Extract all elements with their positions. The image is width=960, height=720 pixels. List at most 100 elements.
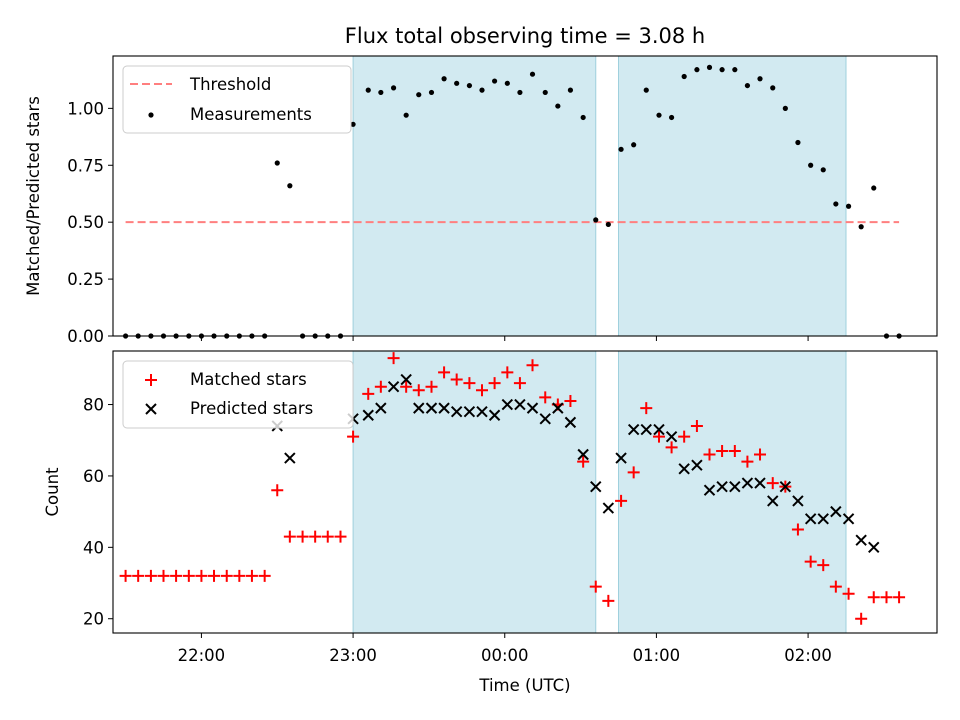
matched-star-point	[157, 569, 170, 582]
predicted-star-point	[514, 398, 526, 411]
measurement-point	[454, 80, 460, 86]
matched-star-point	[334, 530, 347, 543]
bottom-x-tick-label: 00:00	[481, 646, 529, 665]
matched-star-point	[665, 441, 678, 454]
measurement-point	[605, 221, 611, 228]
top-y-axis-label: Matched/Predicted stars	[24, 96, 43, 296]
measurement-point	[744, 82, 751, 89]
bottom-y-tick-label: 60	[83, 467, 104, 486]
bottom-x-tick-label: 22:00	[178, 646, 226, 665]
predicted-star-point	[387, 380, 400, 393]
matched-star-point	[425, 380, 438, 393]
measurement-point	[504, 80, 510, 86]
top-legend-box	[122, 65, 352, 134]
predicted-star-point	[450, 405, 463, 418]
matched-star-point	[791, 523, 804, 536]
matched-star-point	[450, 373, 463, 386]
measurement-point	[795, 139, 801, 146]
matched-star-point	[728, 444, 741, 457]
bottom-x-tick-label: 02:00	[784, 646, 832, 665]
predicted-star-point	[501, 398, 514, 411]
predicted-star-point	[855, 534, 867, 546]
matched-star-point	[245, 569, 258, 582]
bottom-legend: Matched stars Predicted stars	[122, 360, 354, 429]
predicted-star-point	[868, 541, 880, 554]
predicted-stars-points	[271, 373, 880, 554]
matched-star-point	[589, 580, 602, 593]
measurement-point	[491, 78, 498, 84]
matched-star-point	[766, 477, 779, 490]
matched-star-point	[640, 402, 653, 415]
matched-star-point	[716, 444, 729, 457]
bottom-y-axis-label: Count	[43, 467, 62, 517]
measurement-point	[668, 114, 675, 121]
matched-star-point	[754, 448, 767, 461]
figure-title: Flux total observing time = 3.08 h	[345, 24, 705, 48]
measurement-point	[274, 160, 280, 166]
measurement-point	[567, 87, 574, 93]
measurement-point	[350, 121, 356, 127]
matched-stars-points	[119, 352, 906, 625]
legend-matched-swatch	[145, 374, 157, 386]
matched-star-point	[829, 580, 842, 593]
measurement-point	[719, 67, 725, 73]
measurement-point	[378, 89, 384, 96]
predicted-star-point	[438, 402, 450, 414]
matched-star-point	[842, 587, 855, 600]
predicted-star-point	[400, 373, 412, 386]
matched-star-point	[208, 569, 221, 582]
predicted-star-point	[754, 477, 766, 489]
matched-star-point	[347, 430, 360, 443]
measurement-point	[618, 146, 624, 152]
measurement-point	[681, 73, 687, 80]
top-plot-panel: 0.00 0.25 0.50 0.75 1.00 Matched/Predicted s…	[24, 55, 938, 346]
measurement-point	[555, 103, 561, 109]
measurement-point	[416, 92, 422, 98]
predicted-star-point	[627, 423, 640, 436]
measurement-point	[820, 167, 826, 173]
bottom-y-tick-label: 80	[83, 396, 104, 415]
predicted-star-point	[526, 402, 539, 414]
predicted-star-point	[767, 495, 779, 507]
measurement-point	[517, 89, 523, 96]
top-legend: Threshold Measurements	[122, 65, 352, 134]
matched-star-point	[321, 530, 334, 543]
x-axis-label: Time (UTC)	[478, 676, 570, 695]
measurement-point	[757, 76, 763, 82]
bottom-y-ticks: 20 40 60 80	[83, 396, 113, 629]
predicted-star-point	[375, 402, 387, 414]
matched-star-point	[387, 352, 400, 365]
predicted-star-point	[792, 495, 804, 507]
matched-star-point	[309, 530, 322, 543]
matched-star-point	[170, 569, 183, 582]
matched-star-point	[283, 530, 296, 543]
legend-threshold-label: Threshold	[189, 75, 271, 94]
matched-star-point	[144, 569, 157, 582]
predicted-star-point	[362, 409, 374, 421]
matched-star-point	[220, 569, 233, 582]
measurement-point	[542, 89, 548, 96]
predicted-star-point	[602, 502, 615, 514]
matched-star-point	[374, 380, 387, 393]
legend-measurement-label: Measurements	[190, 105, 312, 124]
matched-star-point	[132, 569, 145, 582]
legend-predicted-label: Predicted stars	[190, 399, 313, 418]
matched-star-point	[678, 430, 691, 443]
predicted-star-point	[552, 402, 564, 414]
matched-star-point	[258, 569, 271, 582]
matched-star-point	[195, 569, 208, 582]
top-shaded-intervals	[352, 55, 847, 337]
measurement-point	[529, 71, 536, 77]
measurement-point	[580, 114, 586, 121]
measurement-point	[390, 85, 397, 91]
matched-star-point	[893, 591, 906, 604]
matched-star-point	[526, 359, 539, 372]
measurement-point	[833, 201, 839, 207]
predicted-star-point	[665, 430, 678, 443]
top-shaded-interval-0	[352, 55, 597, 337]
predicted-star-point	[284, 452, 296, 464]
top-shaded-interval-1	[618, 55, 847, 337]
matched-star-point	[182, 569, 195, 582]
predicted-star-point	[842, 513, 855, 525]
matched-star-point	[362, 387, 375, 400]
